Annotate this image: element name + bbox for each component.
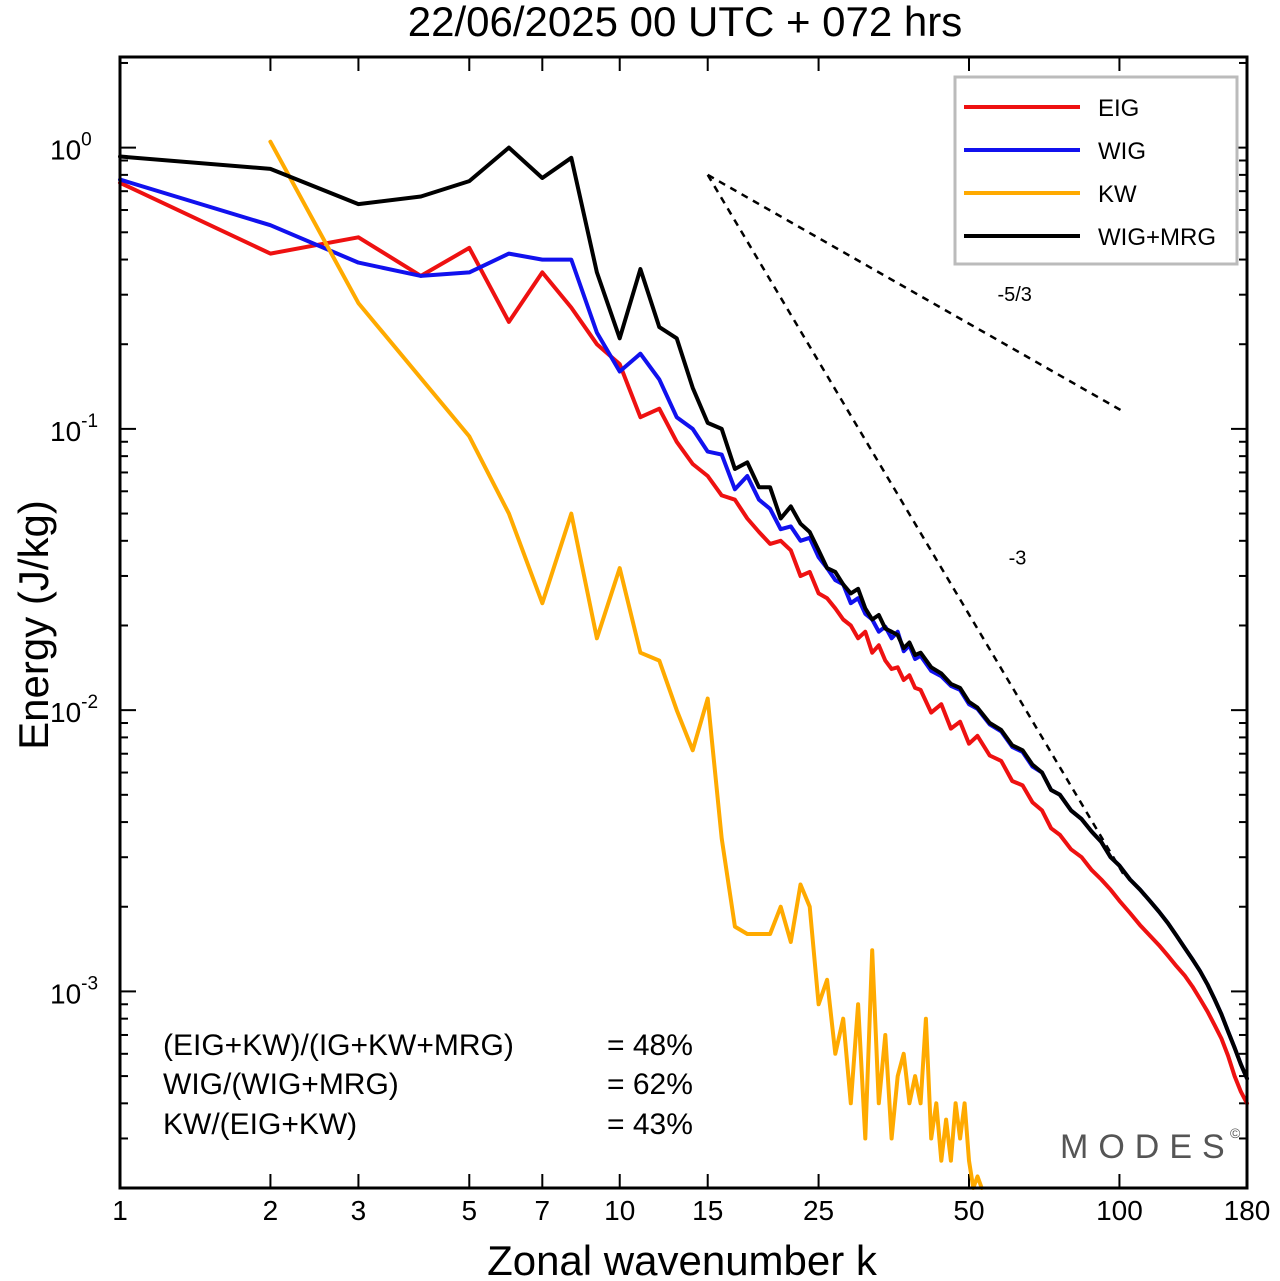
series-line-wig-mrg [118,145,1249,1081]
ratio-label-3: KW/(EIG+KW) [163,1108,357,1141]
series-line-kw [268,139,984,1190]
x-tick-label-50: 50 [953,1195,984,1226]
legend-label-wig-mrg: WIG+MRG [1098,224,1216,251]
legend-label-kw: KW [1098,181,1137,208]
slope-label-2: -3 [1009,547,1027,569]
x-tick-label-180: 180 [1224,1195,1271,1226]
energy-ratios: (EIG+KW)/(IG+KW+MRG) = 48% WIG/(WIG+MRG)… [163,1029,693,1141]
legend: EIG WIG KW WIG+MRG [953,75,1239,266]
x-tick-label-2: 2 [263,1195,279,1226]
brand-logo: MODES [1060,1128,1235,1166]
y-tick-label--1: 10-1 [50,411,98,447]
legend-label-wig: WIG [1098,138,1146,165]
slope-line-1 [707,173,1125,413]
ratio-value-3: = 43% [607,1108,693,1141]
plot-frame [118,55,1249,1190]
x-tick-label-100: 100 [1096,1195,1143,1226]
x-tick-label-1: 1 [112,1195,128,1226]
ratio-label-2: WIG/(WIG+MRG) [163,1068,399,1101]
ratio-value-1: = 48% [607,1029,693,1062]
x-axis-label: Zonal wavenumber k [487,1237,878,1281]
x-tick-label-3: 3 [351,1195,367,1226]
y-axis-label: Energy (J/kg) [10,500,57,750]
x-tick-label-10: 10 [604,1195,635,1226]
data-series [118,139,1249,1190]
legend-label-eig: EIG [1098,95,1139,122]
chart-title: 22/06/2025 00 UTC + 072 hrs [408,0,963,45]
ratio-label-1: (EIG+KW)/(IG+KW+MRG) [163,1029,514,1062]
x-tick-label-15: 15 [692,1195,723,1226]
x-tick-label-5: 5 [461,1195,477,1226]
series-line-wig [118,177,1249,1081]
y-tick-label-0: 100 [50,130,92,166]
ratio-value-2: = 62% [607,1068,693,1101]
y-tick-label--3: 10-3 [50,973,98,1009]
slope-line-2 [706,174,1125,876]
brand-copyright-mark: © [1230,1125,1241,1141]
x-tick-label-7: 7 [535,1195,551,1226]
reference-slopes: -5/3 -3 [706,173,1125,876]
legend-items: EIG WIG KW WIG+MRG [964,95,1216,251]
y-tick-label--2: 10-2 [50,692,98,728]
x-tick-label-25: 25 [803,1195,834,1226]
series-line-eig [118,180,1249,1106]
slope-label-1: -5/3 [997,284,1031,306]
